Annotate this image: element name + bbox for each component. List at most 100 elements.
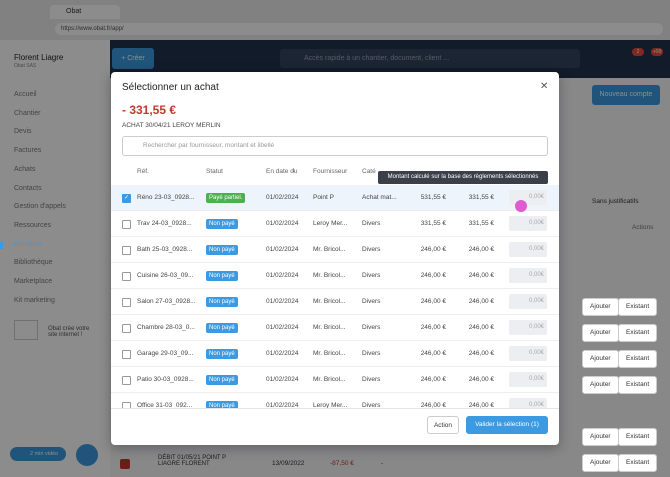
add-button[interactable]: Ajouter [582, 350, 619, 368]
existing-button[interactable]: Existant [618, 428, 658, 446]
existing-button[interactable]: Existant [618, 298, 658, 316]
promo-icon [14, 320, 38, 340]
remaining-amount: 246,00 € [468, 324, 494, 331]
menu-item[interactable]: Marketplace [14, 278, 53, 285]
menu-item[interactable]: Devis [14, 128, 32, 136]
close-button[interactable]: ✕ [540, 81, 549, 92]
table-row[interactable]: Trav 24-03_0928... Non payé 01/02/2024 Lero… [111, 211, 559, 237]
status-badge: Non payé [206, 349, 238, 359]
menu-item[interactable]: Chantier [14, 109, 41, 117]
column-header: Caté [362, 168, 376, 175]
reference: Bath 25-03_0928... [137, 246, 193, 253]
table-row[interactable]: ✓ Réno 23-03_0928... Payé partiel. 01/02/20… [111, 185, 559, 211]
existing-button[interactable]: Existant [618, 376, 658, 394]
total-amount: 246,00 € [420, 298, 446, 305]
reference: Garage 29-03_09... [137, 350, 194, 357]
checkbox[interactable] [122, 272, 131, 281]
table-row[interactable]: Office 31-03_092... Non payé 01/02/2024 Ler… [111, 393, 559, 408]
remaining-amount: 246,00 € [468, 376, 494, 383]
remaining-amount: 246,00 € [468, 272, 494, 279]
new-account-button[interactable]: Nouveau compte [592, 85, 660, 105]
transaction-label: DÉBIT 01/05/21 POINT P LIAGRE FLORENT [158, 455, 227, 467]
reference: Patio 30-03_0928... [137, 376, 194, 383]
checkbox[interactable] [122, 376, 131, 385]
column-header: En date du [266, 168, 298, 175]
supplier: Mr. Bricol... [313, 246, 346, 253]
menu-item[interactable]: Contacts [14, 184, 42, 192]
menu-item[interactable]: Ressources [14, 221, 51, 229]
user-name[interactable]: Florent Liagre [14, 53, 64, 62]
chat-button[interactable] [76, 444, 98, 466]
amount-input[interactable]: 0,00€ [509, 268, 547, 283]
table-row[interactable]: Bath 25-03_0928... Non payé 01/02/2024 Mr. … [111, 237, 559, 263]
menu-item[interactable]: Factures [14, 147, 42, 155]
table-row[interactable]: Cuisine 26-03_09... Non payé 01/02/2024 Mr.… [111, 263, 559, 289]
add-button[interactable]: Ajouter [582, 376, 619, 394]
menu-item[interactable]: Gestion d'appels [14, 203, 66, 211]
date: 01/02/2024 [266, 246, 299, 253]
create-button[interactable]: + Créer [112, 48, 154, 69]
quick-search[interactable]: Accès rapide à un chantier, document, cl… [280, 49, 580, 68]
add-button[interactable]: Ajouter [582, 428, 619, 446]
total-amount: 246,00 € [420, 350, 446, 357]
amount-input[interactable]: 0,00€ [509, 242, 547, 257]
existing-button[interactable]: Existant [618, 350, 658, 368]
action-button[interactable]: Action [427, 416, 459, 434]
date: 01/02/2024 [266, 376, 299, 383]
existing-button[interactable]: Existant [618, 454, 658, 472]
validate-button[interactable]: Valider la sélection (1) [466, 416, 548, 434]
checkbox[interactable] [122, 246, 131, 255]
date: 01/02/2024 [266, 298, 299, 305]
amount-input[interactable]: 0,00€ [509, 398, 547, 408]
menu-item[interactable]: Kit marketing [14, 296, 55, 304]
reference: Réno 23-03_0928... [137, 194, 195, 201]
menu-item[interactable]: Accueil [14, 91, 37, 98]
company-name: Obat SAS [14, 63, 37, 69]
menu-item[interactable]: Bibliothèque [14, 259, 53, 267]
amount-input[interactable]: 0,00€ [509, 294, 547, 309]
status-badge: Non payé [206, 323, 238, 333]
amount-input[interactable]: 0,00€ [509, 320, 547, 335]
promo-text[interactable]: Obat crée votre site internet ! [48, 326, 90, 338]
amount: - 331,55 € [122, 103, 177, 117]
remaining-amount: 246,00 € [468, 350, 494, 357]
table-row[interactable]: Chambre 28-03_0... Non payé 01/02/2024 Mr. … [111, 315, 559, 341]
total-amount: 246,00 € [420, 246, 446, 253]
address-bar[interactable]: https://www.obat.fr/app/ [55, 23, 663, 35]
total-amount: 246,00 € [420, 324, 446, 331]
date: 01/02/2024 [266, 194, 299, 201]
table-row[interactable]: Patio 30-03_0928... Non payé 01/02/2024 Mr.… [111, 367, 559, 393]
table-row[interactable]: Garage 29-03_09... Non payé 01/02/2024 Mr. … [111, 341, 559, 367]
video-pill[interactable]: 2 min vidéo [10, 447, 66, 461]
menu-item[interactable]: Achats [14, 165, 36, 173]
add-button[interactable]: Ajouter [582, 454, 619, 472]
reference: Trav 24-03_0928... [137, 220, 192, 227]
date: 01/02/2024 [266, 272, 299, 279]
checkbox[interactable] [122, 324, 131, 333]
add-button[interactable]: Ajouter [582, 298, 619, 316]
existing-button[interactable]: Existant [618, 324, 658, 342]
add-button[interactable]: Ajouter [582, 324, 619, 342]
checkbox[interactable] [122, 220, 131, 229]
menu-item[interactable]: Banques [14, 240, 42, 248]
table-row[interactable]: Salon 27-03_0928... Non payé 01/02/2024 Mr.… [111, 289, 559, 315]
cursor-icon [515, 200, 527, 212]
checkbox[interactable] [122, 402, 131, 408]
remaining-amount: 246,00 € [468, 246, 494, 253]
checkbox[interactable]: ✓ [122, 194, 131, 203]
total-amount: 331,55 € [420, 220, 446, 227]
remaining-amount: 246,00 € [468, 298, 494, 305]
total-amount: 246,00 € [420, 376, 446, 383]
amount-input[interactable]: 0,00€ [509, 216, 547, 231]
transaction-date: 13/09/2022 [272, 460, 305, 467]
browser-tab[interactable]: Obat [50, 5, 120, 19]
checkbox[interactable] [122, 298, 131, 307]
status-badge: Non payé [206, 219, 238, 229]
amount-input[interactable]: 0,00€ [509, 346, 547, 361]
amount-input[interactable]: 0,00€ [509, 372, 547, 387]
status-badge: Non payé [206, 401, 238, 408]
search-input[interactable]: Rechercher par fournisseur, montant et l… [122, 136, 548, 156]
checkbox[interactable] [122, 350, 131, 359]
